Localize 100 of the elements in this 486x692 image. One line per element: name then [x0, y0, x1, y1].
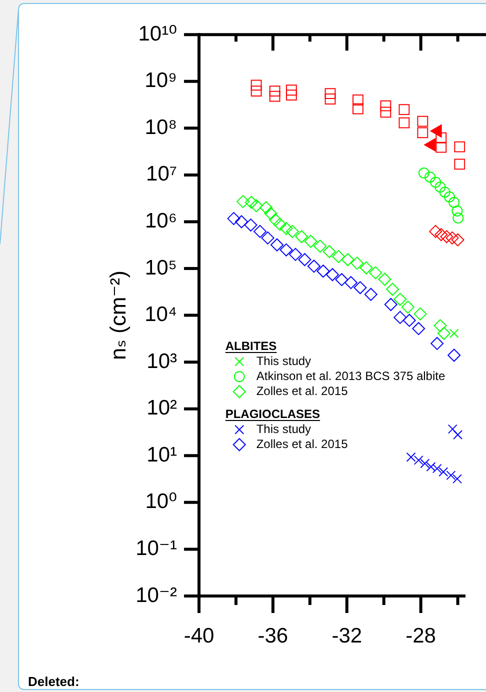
point	[380, 100, 392, 112]
point	[235, 215, 248, 228]
point	[420, 458, 430, 468]
point	[335, 273, 348, 286]
point	[250, 86, 262, 97]
point	[352, 103, 364, 114]
point	[244, 218, 258, 232]
point	[437, 326, 450, 340]
point	[448, 348, 461, 362]
point	[286, 224, 299, 238]
point	[436, 142, 447, 153]
point	[264, 206, 278, 220]
point	[250, 80, 262, 91]
point	[444, 191, 455, 202]
point	[452, 212, 464, 224]
point	[424, 172, 436, 183]
point	[344, 276, 358, 290]
y-tick-label: 10²	[146, 396, 177, 420]
point	[440, 230, 454, 244]
y-tick-label: 10⁸	[144, 116, 177, 139]
point	[273, 218, 286, 231]
point	[384, 298, 398, 312]
point	[448, 196, 460, 208]
point	[350, 256, 364, 270]
point	[304, 234, 318, 248]
annotation: PLAGIOCLASES	[225, 406, 320, 421]
point	[269, 90, 280, 102]
point	[324, 94, 336, 104]
point	[452, 474, 462, 484]
point	[418, 168, 430, 179]
y-tick-label: 10⁵	[144, 256, 177, 280]
text: Deleted:	[28, 674, 80, 689]
legend-label: Zolles et al. 2015	[256, 384, 348, 398]
point	[402, 314, 416, 327]
legend-label: This study	[256, 422, 312, 436]
point	[307, 260, 320, 273]
point	[260, 201, 273, 214]
point	[454, 158, 466, 170]
point	[449, 328, 459, 338]
point	[324, 88, 336, 99]
point	[401, 300, 414, 314]
point	[254, 224, 266, 238]
point	[394, 292, 407, 306]
x-tick-label: -40	[184, 624, 214, 648]
point	[434, 319, 447, 332]
point	[436, 132, 447, 144]
point	[398, 117, 410, 128]
y-tick-label: 10⁷	[146, 162, 177, 186]
annotation: ALBITES	[225, 338, 277, 353]
y-tick-label: 10⁴	[144, 303, 177, 326]
point	[270, 238, 284, 252]
point	[244, 196, 258, 209]
point	[446, 470, 456, 480]
point	[380, 106, 392, 118]
x-tick-label: -36	[258, 624, 288, 648]
point	[430, 176, 442, 188]
legend-label: Atkinson et al. 2013 BCS 375 albite	[256, 368, 446, 383]
point	[298, 253, 312, 266]
point	[280, 222, 293, 235]
point	[269, 86, 280, 97]
point	[417, 127, 428, 138]
point	[332, 250, 346, 264]
point	[268, 213, 282, 226]
y-tick-label: 10⁰	[145, 490, 177, 514]
point	[250, 199, 263, 212]
y-tick-label: 10¹	[146, 443, 177, 466]
point	[439, 186, 450, 198]
point	[314, 240, 327, 253]
y-tick-label: 10⁶	[144, 210, 177, 233]
y-axis-title: nₛ (cm⁻²)	[105, 270, 130, 360]
point	[261, 231, 274, 244]
point	[286, 90, 297, 101]
point	[369, 266, 382, 280]
x-tick-label: -28	[406, 624, 436, 648]
point	[341, 253, 354, 266]
point	[322, 245, 336, 258]
point	[394, 310, 407, 324]
point	[360, 261, 373, 274]
y-tick-label: 10⁻²	[136, 584, 178, 607]
point	[454, 141, 466, 152]
point	[448, 424, 458, 434]
y-tick-label: 10⁻¹	[136, 537, 178, 560]
point	[453, 430, 463, 440]
point	[451, 233, 464, 246]
point	[227, 212, 240, 226]
point	[280, 243, 293, 256]
point	[432, 464, 442, 474]
x-tick-label: -32	[332, 624, 362, 648]
point	[446, 231, 459, 244]
point	[434, 182, 446, 193]
point	[286, 84, 297, 96]
point	[426, 462, 436, 472]
legend-label: This study	[256, 354, 312, 368]
point	[414, 455, 424, 465]
point	[288, 248, 302, 261]
point	[295, 230, 308, 244]
point	[352, 94, 364, 106]
point	[438, 467, 448, 477]
legend-label: Zolles et al. 2015	[256, 436, 348, 451]
point	[378, 272, 392, 286]
